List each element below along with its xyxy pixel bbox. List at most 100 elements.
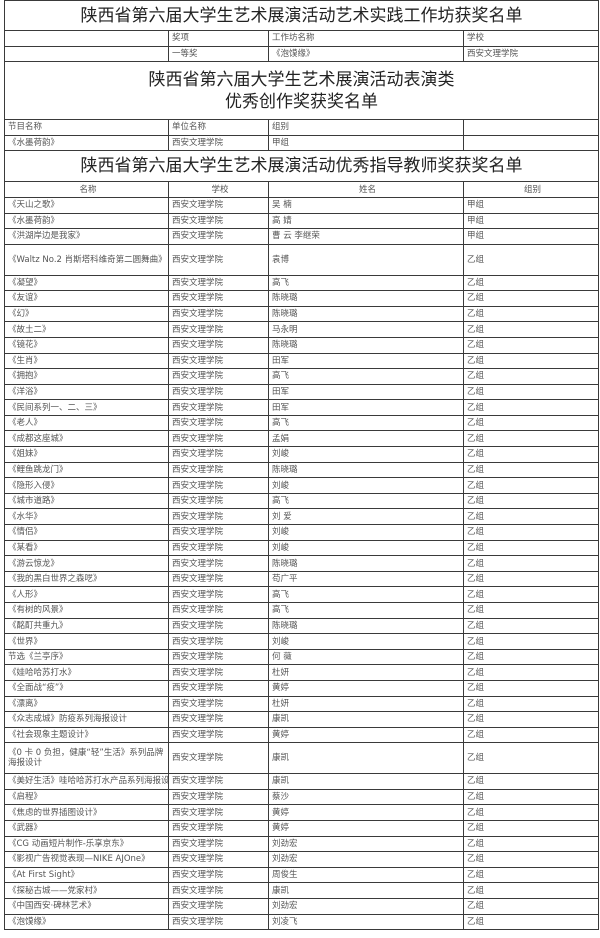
table-header-cell: 名称	[4, 181, 169, 198]
table-row-cell: 西安文理学院	[168, 383, 269, 401]
table-row-cell: 西安文理学院	[168, 305, 269, 323]
table-row-cell: 田军	[268, 383, 464, 401]
table-row-cell: 甲组	[268, 134, 464, 152]
table-row-cell: 乙组	[463, 851, 599, 868]
table-row: 《全面战“疫”》 西安文理学院 黄婷 乙组	[4, 679, 599, 697]
table-row-cell: 《水华》	[4, 508, 169, 526]
table-row-cell: 《酩酊共重九》	[4, 617, 169, 635]
table-row-cell: 《At First Sight》	[4, 866, 169, 884]
table-row-cell: 乙组	[463, 804, 599, 821]
table-row-cell: 西安文理学院	[168, 648, 269, 666]
table-row-cell: 乙组	[463, 882, 599, 899]
table-row: 《水华》 西安文理学院刘 爱乙组	[4, 508, 599, 526]
table-row-cell: 《洋浴》	[4, 383, 169, 401]
table-row-cell: 何 薇	[268, 648, 464, 666]
table-row: 《社会现象主题设计》 西安文理学院 黄婷 乙组	[4, 726, 599, 744]
table-row-cell: 陈晓璐	[268, 555, 464, 572]
table-row: 《洋浴》 西安文理学院 田军 乙组	[4, 383, 599, 401]
table-row-cell: 《Waltz No.2 肖斯塔科维奇第二圆舞曲》	[4, 243, 169, 276]
table-row-cell: 乙组	[463, 524, 599, 541]
table-row: 《美好生活》哇哈哈苏打水产品系列海报设计 西安文理学院 康凯 乙组	[4, 773, 599, 790]
table-row: 《焦虑的世界插图设计》 西安文理学院 黄婷 乙组	[4, 804, 599, 821]
table-row: 《世界》 西安文理学院 刘峻 乙组	[4, 633, 599, 650]
table-row-cell: 《凝望》	[4, 274, 169, 292]
table-row-cell: 刘峻	[268, 446, 464, 463]
table-row: 《民间系列一、二、三》 西安文理学院 田军 乙组	[4, 399, 599, 416]
table-row-cell: 乙组	[463, 648, 599, 666]
table-row-cell: 刘劲宏	[268, 835, 464, 853]
table-row-cell: 西安文理学院	[168, 508, 269, 526]
table-header-cell: 组别	[268, 119, 464, 136]
table-row-cell: 乙组	[463, 352, 599, 370]
table-row-cell: 西安文理学院	[168, 570, 269, 588]
table-header-cell: 组别	[463, 181, 599, 198]
table-row: 《生肖》 西安文理学院 田军 乙组	[4, 352, 599, 370]
table-row: 《天山之歌》 西安文理学院吴 楠甲组	[4, 196, 599, 214]
table-row-cell: 乙组	[463, 788, 599, 806]
table-row-cell: 《美好生活》哇哈哈苏打水产品系列海报设计	[4, 773, 169, 790]
table-row-cell: 《游云惊龙》	[4, 555, 169, 572]
table-row-cell: 西安文理学院	[463, 45, 599, 63]
table-row: 《洪湖岸边是我家》 西安文理学院曹 云 李继荣 甲组	[4, 228, 599, 245]
table-row-cell: 乙组	[463, 383, 599, 401]
table-row-cell: 西安文理学院	[168, 368, 269, 385]
table-row: 《娃哈哈苏打水》 西安文理学院 杜妍 乙组	[4, 664, 599, 681]
table-row-cell	[4, 45, 169, 63]
table-row-cell: 西安文理学院	[168, 788, 269, 806]
table-row: 《漂离》 西安文理学院 杜妍 乙组	[4, 695, 599, 713]
table-header-cell: 节目名称	[4, 119, 169, 136]
table-row-cell: 《娃哈哈苏打水》	[4, 664, 169, 681]
table-row-cell: 乙组	[463, 477, 599, 494]
table-row-cell: 高飞	[268, 492, 464, 510]
table-row-cell: 乙组	[463, 695, 599, 713]
table-row-cell: 黄婷	[268, 679, 464, 697]
table-row-cell: 西安文理学院	[168, 539, 269, 557]
table-row-cell: 乙组	[463, 492, 599, 510]
table-row: 《隐形入侵》 西安文理学院 刘峻 乙组	[4, 477, 599, 494]
table-row-cell: 《CG 动画短片制作-乐享京东》	[4, 835, 169, 853]
table-row-cell: 刘峻	[268, 524, 464, 541]
table-row-cell: 乙组	[463, 586, 599, 604]
table-row-cell	[463, 134, 599, 152]
table-row-cell: 西安文理学院	[168, 882, 269, 899]
table-row-cell: 孟娟	[268, 430, 464, 448]
table-row-cell: 《天山之歌》	[4, 196, 169, 214]
table-row-cell: 陈晓璐	[268, 617, 464, 635]
table-row-cell: 《城市道路》	[4, 492, 169, 510]
table-row: 《成都这座城》 西安文理学院 孟娟 乙组	[4, 430, 599, 448]
table-row: 《水墨荷韵》 西安文理学院高 婧甲组	[4, 212, 599, 230]
table-row-cell: 刘峻	[268, 477, 464, 494]
table-row-cell: 乙组	[463, 430, 599, 448]
table-row-cell: 《人形》	[4, 586, 169, 604]
table-row: 一等奖 《泡馍缘》 西安文理学院	[4, 45, 599, 63]
table-row: 《游云惊龙》 西安文理学院 陈晓璐 乙组	[4, 555, 599, 572]
table-row-cell: 乙组	[463, 539, 599, 557]
table-row-cell: 西安文理学院	[168, 446, 269, 463]
table-header-cell: 单位名称	[168, 119, 269, 136]
table-row-cell: 《水墨荷韵》	[4, 212, 169, 230]
table-row-cell: 西安文理学院	[168, 835, 269, 853]
table-row-cell: 《生肖》	[4, 352, 169, 370]
table-row-cell: 《某看》	[4, 539, 169, 557]
table-row-cell: 黄婷	[268, 819, 464, 837]
table-row-cell: 乙组	[463, 321, 599, 338]
table-row-cell: 《中国西安·碑林艺术》	[4, 897, 169, 915]
table-row-cell: 乙组	[463, 664, 599, 681]
table-row-cell: 《焦虑的世界插图设计》	[4, 804, 169, 821]
table-row-cell: 西安文理学院	[168, 602, 269, 619]
table-header-cell: 姓名	[268, 181, 464, 198]
table-row-cell: 《幻》	[4, 305, 169, 323]
performance-title-line: 优秀创作奖获奖名单	[225, 91, 378, 112]
table-row: 《武器》 西安文理学院 黄婷 乙组	[4, 819, 599, 837]
table-row-cell: 陈晓璐	[268, 305, 464, 323]
table-row-cell: 《拥抱》	[4, 368, 169, 385]
table-row: 《0 卡 0 负担，健康“轻”生活》系列品牌海报设计 西安文理学院 康凯 乙组	[4, 742, 599, 775]
table-row-cell: 西安文理学院	[168, 492, 269, 510]
table-row-cell: 西安文理学院	[168, 897, 269, 915]
table-row-cell: 甲组	[463, 228, 599, 245]
table-row-cell: 曹 云 李继荣	[268, 228, 464, 245]
table-row-cell: 乙组	[463, 368, 599, 385]
table-row-cell: 西安文理学院	[168, 913, 269, 931]
award-lists-table: 陕西省第六届大学生艺术展演活动艺术实践工作坊获奖名单 奖项 工作坊名称 学校 一等奖《…	[4, 0, 599, 931]
table-row-cell: 西安文理学院	[168, 290, 269, 307]
